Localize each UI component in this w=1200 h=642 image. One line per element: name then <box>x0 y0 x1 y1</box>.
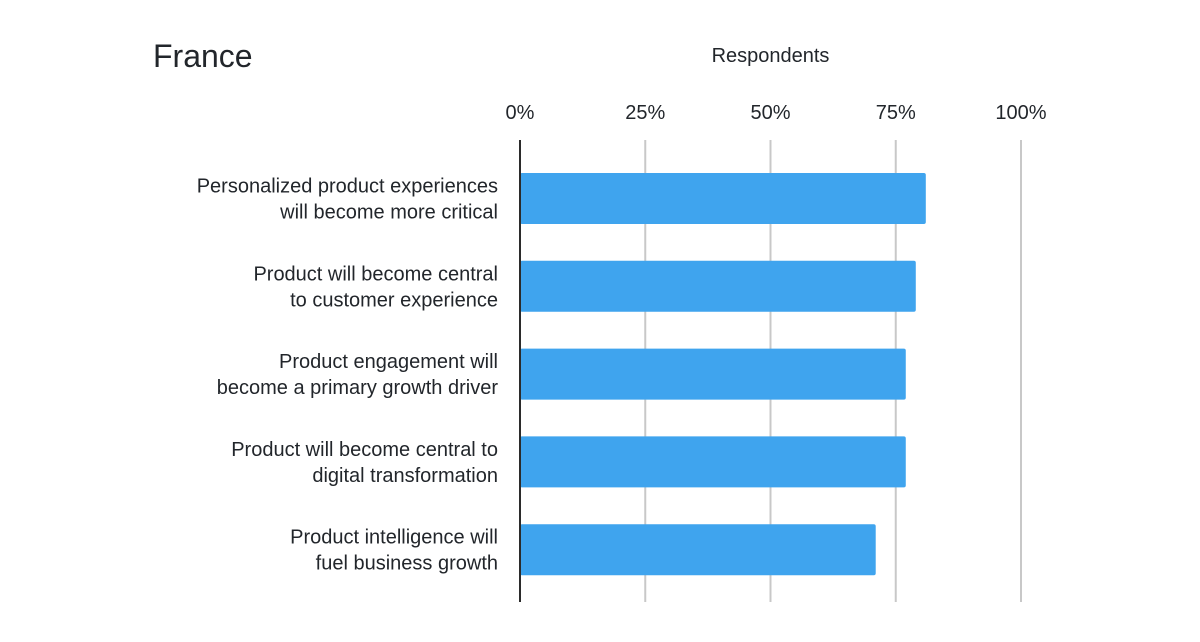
bar <box>520 173 926 224</box>
category-labels: Personalized product experiences will bec… <box>197 176 499 575</box>
bars <box>520 173 926 576</box>
bar <box>520 260 916 312</box>
category-label: will become more critical <box>279 202 498 224</box>
bar <box>520 436 906 488</box>
category-label: Product will become central <box>253 263 498 285</box>
x-tick-label: 50% <box>750 102 790 124</box>
category-label: Product intelligence will <box>290 527 498 549</box>
x-tick-label: 0% <box>506 102 535 124</box>
x-axis-title: Respondents <box>712 45 830 67</box>
category-label: digital transformation <box>312 465 498 487</box>
bar <box>520 348 906 400</box>
x-tick-label: 75% <box>876 102 916 124</box>
category-label: become a primary growth driver <box>217 377 499 399</box>
x-tick-labels: 0% 25% 50% 75% 100% <box>506 102 1047 124</box>
category-label: fuel business growth <box>316 553 498 575</box>
chart-title: France <box>153 38 253 74</box>
category-label: Product engagement will <box>279 351 498 373</box>
category-label: Product will become central to <box>231 439 498 461</box>
category-label: to customer experience <box>290 289 498 311</box>
bar <box>520 524 876 576</box>
x-tick-label: 100% <box>995 102 1046 124</box>
x-tick-label: 25% <box>625 102 665 124</box>
category-label: Personalized product experiences <box>197 176 498 198</box>
